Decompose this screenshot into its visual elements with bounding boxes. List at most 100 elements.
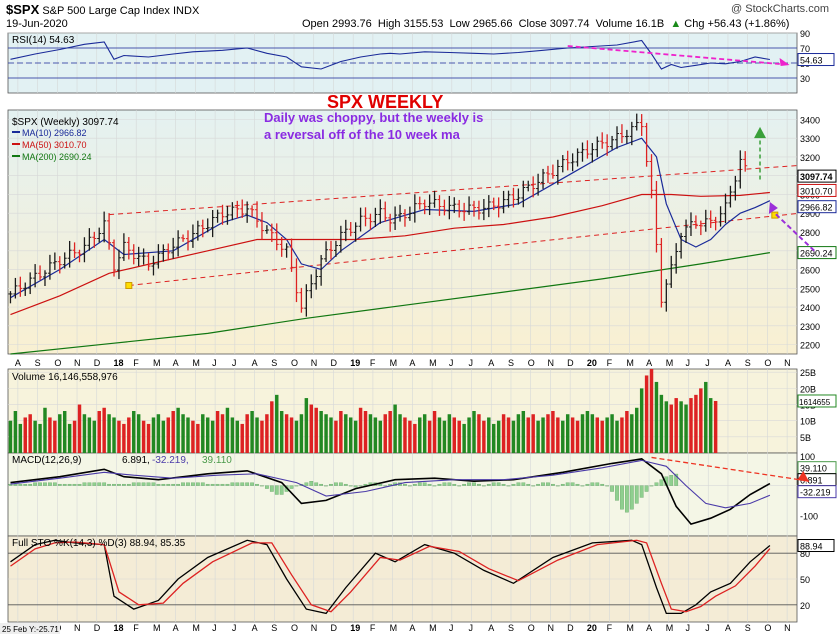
close-value: 3097.74 [549, 18, 590, 30]
x-tick-bottom: N [547, 623, 554, 633]
macd-histogram-bar [570, 482, 575, 486]
x-tick-bottom: M [626, 623, 634, 633]
macd-histogram-bar [122, 483, 126, 486]
volume-bar [77, 404, 82, 453]
volume-bar [304, 398, 309, 453]
x-tick-top: J [449, 358, 454, 368]
macd-histogram-bar [107, 483, 111, 486]
volume-bar [561, 420, 565, 453]
macd-histogram-bar [329, 483, 333, 486]
macd-histogram-bar [87, 482, 92, 486]
x-tick-bottom: O [291, 623, 298, 633]
macd-histogram-bar [457, 485, 462, 487]
sto-last-label: 88.94 [800, 542, 823, 552]
volume-bar [620, 417, 624, 453]
volume-bar [102, 407, 106, 453]
macd-histogram-bar [511, 483, 516, 486]
volume-bar [595, 417, 600, 453]
volume-bar [704, 381, 708, 453]
chart-header: $SPX S&P 500 Large Cap Index INDX [6, 2, 199, 17]
volume-bar [127, 417, 131, 453]
macd-histogram-bar [565, 482, 570, 486]
sto-line-d [10, 539, 771, 613]
volume-tick-label: 5B [800, 433, 811, 443]
volume-bar [511, 420, 516, 453]
macd-histogram-bar [472, 482, 476, 486]
volume-bar [635, 407, 639, 453]
volume-bar [117, 420, 121, 453]
macd-histogram-bar [13, 483, 18, 486]
macd-histogram-bar [57, 483, 62, 486]
price-value-box [797, 169, 837, 183]
volume-bar [344, 414, 348, 453]
x-tick-top: J [212, 358, 217, 368]
macd-histogram-bar [33, 482, 37, 486]
macd-histogram-bar [166, 483, 171, 486]
price-value-box [797, 183, 837, 197]
macd-histogram-bar [595, 482, 600, 486]
volume-bar [181, 414, 185, 453]
macd-histogram-bar [136, 482, 141, 486]
volume-bar [536, 420, 540, 453]
macd-histogram-bar [551, 483, 555, 486]
annotation-title: SPX WEEKLY [327, 92, 443, 112]
volume-bar [383, 414, 387, 453]
volume-bar [324, 414, 328, 453]
volume-bar [67, 423, 72, 453]
volume-bar [146, 423, 151, 453]
x-tick-top: M [153, 358, 161, 368]
macd-histogram-bar [516, 482, 521, 486]
macd-histogram-bar [383, 485, 388, 487]
macd-histogram-bar [654, 482, 659, 486]
macd-histogram-bar [546, 482, 550, 486]
macd-histogram-bar [491, 482, 496, 486]
volume-bar [23, 417, 27, 453]
volume-bar [122, 423, 126, 453]
macd-histogram-bar [477, 483, 481, 486]
annotation-line-2: a reversal off of the 10 week ma [264, 127, 461, 142]
volume-bar [294, 420, 299, 453]
x-tick-bottom: D [94, 623, 101, 633]
macd-histogram-bar [481, 485, 486, 487]
x-tick-bottom: M [192, 623, 200, 633]
x-tick-top: S [271, 358, 277, 368]
x-tick-bottom: J [212, 623, 217, 633]
volume-bar [654, 381, 659, 453]
volume-bar [53, 420, 57, 453]
macd-histogram-bar [48, 482, 52, 486]
volume-bar [28, 414, 32, 453]
volume-bar [275, 394, 279, 453]
macd-line-signal [10, 459, 771, 509]
volume-bar [501, 414, 506, 453]
x-tick-top: A [488, 358, 494, 368]
high-label: High [377, 18, 401, 30]
price-tick-label: 3400 [800, 115, 820, 125]
price-value-box [797, 246, 837, 260]
volume-bar [472, 411, 476, 453]
volume-bar [279, 411, 284, 453]
macd-histogram-bar [536, 483, 540, 486]
volume-bar [38, 423, 42, 453]
macd-histogram-bar [615, 485, 619, 501]
volume-bar [141, 420, 146, 453]
volume-bar [196, 423, 200, 453]
rsi-tick-label: 70 [800, 44, 810, 54]
volume-bar [699, 388, 703, 453]
trendline [128, 212, 800, 286]
volume-bar [600, 420, 604, 453]
macd-histogram-bar [161, 483, 166, 486]
volume-bar [610, 414, 614, 453]
volume-bar [230, 417, 235, 453]
macd-value-3: 39.110 [202, 455, 232, 466]
volume-bar [166, 417, 170, 453]
volume-bar [255, 417, 259, 453]
volume-bar [48, 417, 52, 453]
rsi-tick-label: 30 [800, 74, 810, 84]
x-tick-bottom: F [133, 623, 139, 633]
close-label: Close [518, 18, 547, 30]
macd-histogram-bar [600, 483, 605, 486]
volume-bar [373, 417, 378, 453]
sto-tick-label: 20 [800, 601, 810, 611]
macd-histogram-bar [67, 483, 72, 486]
